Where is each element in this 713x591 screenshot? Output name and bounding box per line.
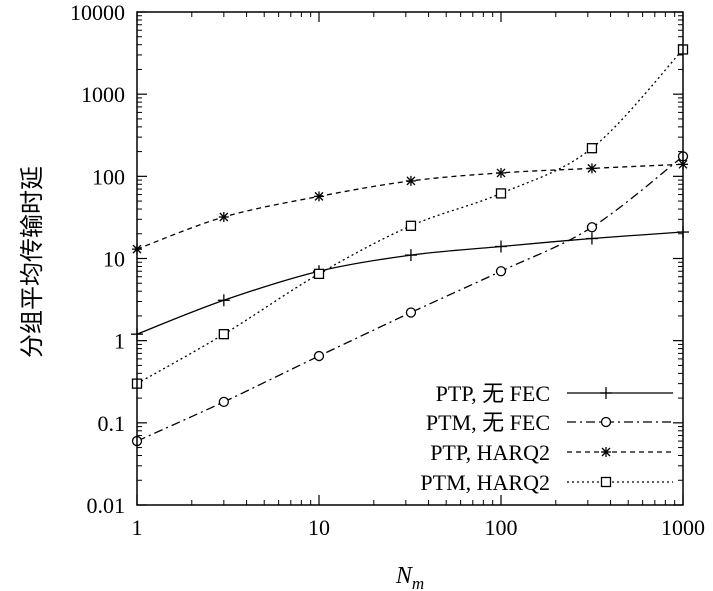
legend-label: PTM, HARQ2 (420, 470, 550, 495)
x-axis-title-main: N (395, 563, 414, 589)
legend-item: PTP, 无 FEC (436, 381, 673, 406)
x-tick-labels: 1 10 100 1000 (132, 515, 706, 540)
series-2 (131, 151, 689, 447)
axis-ticks (136, 11, 684, 506)
legend-item: PTP, HARQ2 (430, 440, 673, 465)
data-point (218, 211, 229, 222)
y-axis-title: 分组平均传输时延 (19, 166, 46, 358)
series-layer (131, 44, 689, 447)
data-point (218, 396, 229, 408)
data-point (586, 222, 598, 233)
data-point (405, 175, 416, 186)
y-tick-label: 100 (92, 164, 125, 189)
series-line (136, 231, 684, 335)
data-point (314, 191, 324, 202)
legend-marker (601, 447, 611, 457)
legend: PTP, 无 FEC PTM, 无 FEC PTP, HARQ2 PTM, HARQ2 (420, 381, 673, 495)
data-point (495, 240, 507, 253)
x-tick-label: 1 (132, 515, 143, 540)
data-point (313, 350, 325, 362)
data-point (495, 188, 507, 199)
series-line (136, 163, 684, 250)
series-line (136, 155, 684, 442)
y-tick-label: 10 (103, 247, 125, 272)
data-point (495, 266, 507, 277)
plot-frame (136, 11, 684, 506)
series-4 (131, 44, 689, 389)
data-point (218, 329, 229, 340)
data-point (405, 307, 417, 318)
legend-marker (600, 387, 612, 399)
y-tick-label: 1 (114, 329, 125, 354)
legend-marker (600, 476, 612, 488)
legend-label: PTM, 无 FEC (426, 410, 550, 435)
y-tick-labels: 0.01 0.1 1 10 100 1000 10000 (70, 0, 125, 518)
x-tick-label: 10 (308, 515, 330, 540)
data-point (404, 249, 417, 262)
legend-item: PTM, HARQ2 (420, 470, 673, 495)
x-tick-label: 1000 (661, 515, 705, 540)
legend-marker (600, 416, 612, 428)
y-tick-label: 1000 (81, 82, 125, 107)
x-axis-title: Nm (395, 563, 424, 591)
data-point (585, 232, 598, 245)
data-point (217, 294, 230, 307)
x-tick-label: 100 (485, 515, 518, 540)
y-tick-label: 0.1 (98, 411, 126, 436)
data-point (586, 163, 597, 174)
legend-item: PTM, 无 FEC (426, 410, 673, 435)
y-tick-label: 0.01 (87, 493, 126, 518)
legend-label: PTP, 无 FEC (436, 381, 550, 406)
series-3 (132, 159, 688, 255)
data-point (313, 268, 325, 280)
data-point (586, 143, 598, 154)
data-point (405, 220, 417, 231)
y-tick-label: 10000 (70, 0, 125, 25)
legend-label: PTP, HARQ2 (430, 440, 550, 465)
data-point (496, 167, 506, 178)
series-1 (131, 226, 689, 341)
x-axis-title-sub: m (412, 574, 424, 591)
